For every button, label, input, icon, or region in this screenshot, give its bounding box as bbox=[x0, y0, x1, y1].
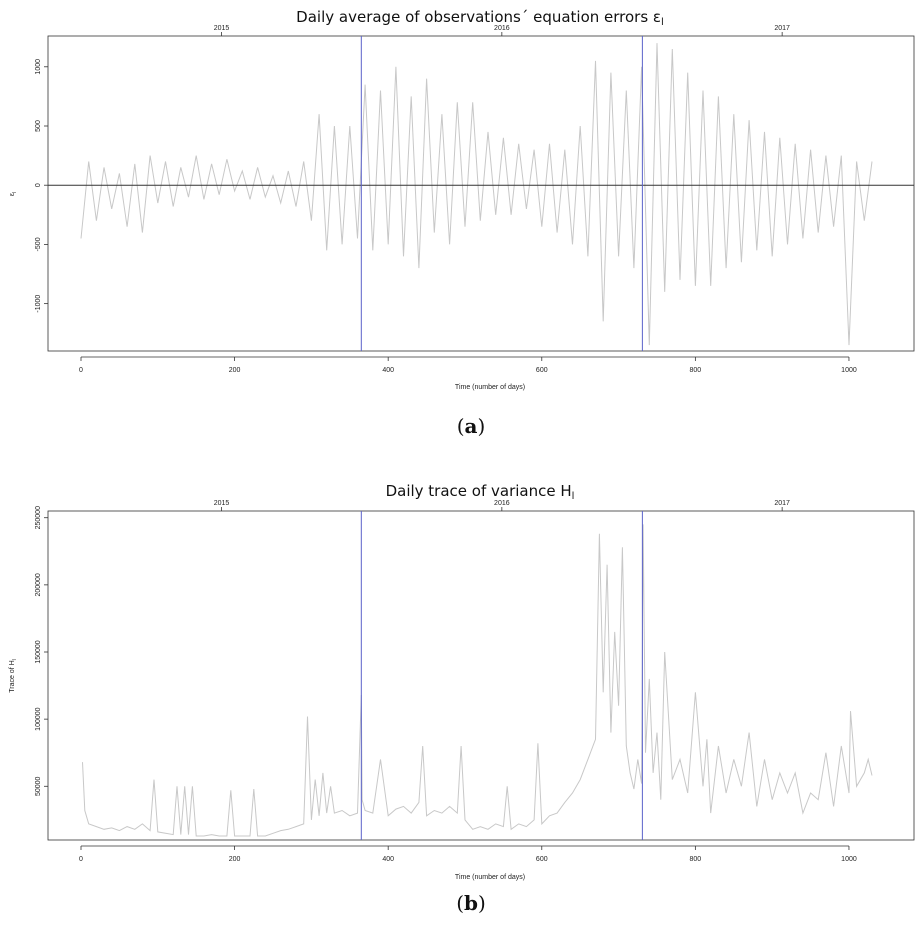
panel-b-title: Daily trace of variance Hl bbox=[386, 482, 575, 502]
panel-a-y-axis-label: εl bbox=[9, 192, 18, 196]
panel-b-y-tick-label: 50000 bbox=[35, 776, 42, 796]
panel-a-y-tick-label: -1000 bbox=[35, 295, 42, 313]
panel-b-y-axis-label: Trace of Hl bbox=[9, 659, 18, 693]
panel-b-x-axis-label: Time (number of days) bbox=[455, 874, 525, 881]
panel-b-y-tick-label: 200000 bbox=[35, 573, 42, 596]
panel-b-x-tick-label: 400 bbox=[382, 856, 394, 863]
panel-a-y-tick-label: 1000 bbox=[35, 59, 42, 75]
panel-b-y-tick-label: 150000 bbox=[35, 640, 42, 663]
panel-b-x-tick-label: 200 bbox=[229, 856, 241, 863]
panel-a-x-tick-label: 1000 bbox=[841, 367, 857, 374]
panel-b-y-tick-label: 100000 bbox=[35, 707, 42, 730]
panel-b-x-tick-label: 0 bbox=[79, 856, 83, 863]
panel-a-y-tick-label: 0 bbox=[35, 183, 42, 187]
panel-b-caption: (b) bbox=[456, 891, 486, 915]
panel-b-plot-area: 0 200 400 600 800 1000 50000 100000 150000 200000… bbox=[35, 500, 873, 863]
panel-a-plot-area: 0 200 400 600 800 1000 -1000 -500 0 500 1000 2015 20… bbox=[35, 25, 914, 374]
panel-b-series-line bbox=[82, 524, 873, 837]
panel-a-caption: (a) bbox=[457, 414, 486, 438]
panel-a-series-line bbox=[80, 43, 873, 346]
panel-a-top-year-label: 2016 bbox=[494, 25, 510, 32]
panel-a-x-tick-label: 400 bbox=[382, 367, 394, 374]
panel-a-y-tick-label: -500 bbox=[35, 237, 42, 251]
panel-a-x-tick-label: 800 bbox=[690, 367, 702, 374]
panel-a-plot-frame bbox=[47, 35, 915, 352]
panel-a-y-tick-label: 500 bbox=[35, 120, 42, 132]
panel-a-top-year-label: 2017 bbox=[774, 25, 790, 32]
panel-b-x-tick-label: 600 bbox=[536, 856, 548, 863]
panel-b-top-year-label: 2015 bbox=[214, 500, 230, 507]
panel-b-x-tick-label: 1000 bbox=[841, 856, 857, 863]
panel-b: Daily trace of variance Hl 0 200 400 600 800… bbox=[9, 482, 915, 915]
panel-a-x-tick-label: 0 bbox=[79, 367, 83, 374]
panel-a-x-axis-label: Time (number of days) bbox=[455, 384, 525, 391]
panel-a-top-year-label: 2015 bbox=[214, 25, 230, 32]
panel-b-plot-frame bbox=[47, 510, 915, 841]
panel-b-top-year-label: 2016 bbox=[494, 500, 510, 507]
panel-a-title: Daily average of observations´ equation … bbox=[296, 8, 664, 28]
panel-a: Daily average of observations´ equation … bbox=[9, 8, 915, 438]
panel-b-x-tick-label: 800 bbox=[690, 856, 702, 863]
panel-a-x-tick-label: 600 bbox=[536, 367, 548, 374]
panel-b-y-tick-label: 250000 bbox=[35, 506, 42, 529]
panel-a-x-tick-label: 200 bbox=[229, 367, 241, 374]
panel-b-top-year-label: 2017 bbox=[774, 500, 790, 507]
